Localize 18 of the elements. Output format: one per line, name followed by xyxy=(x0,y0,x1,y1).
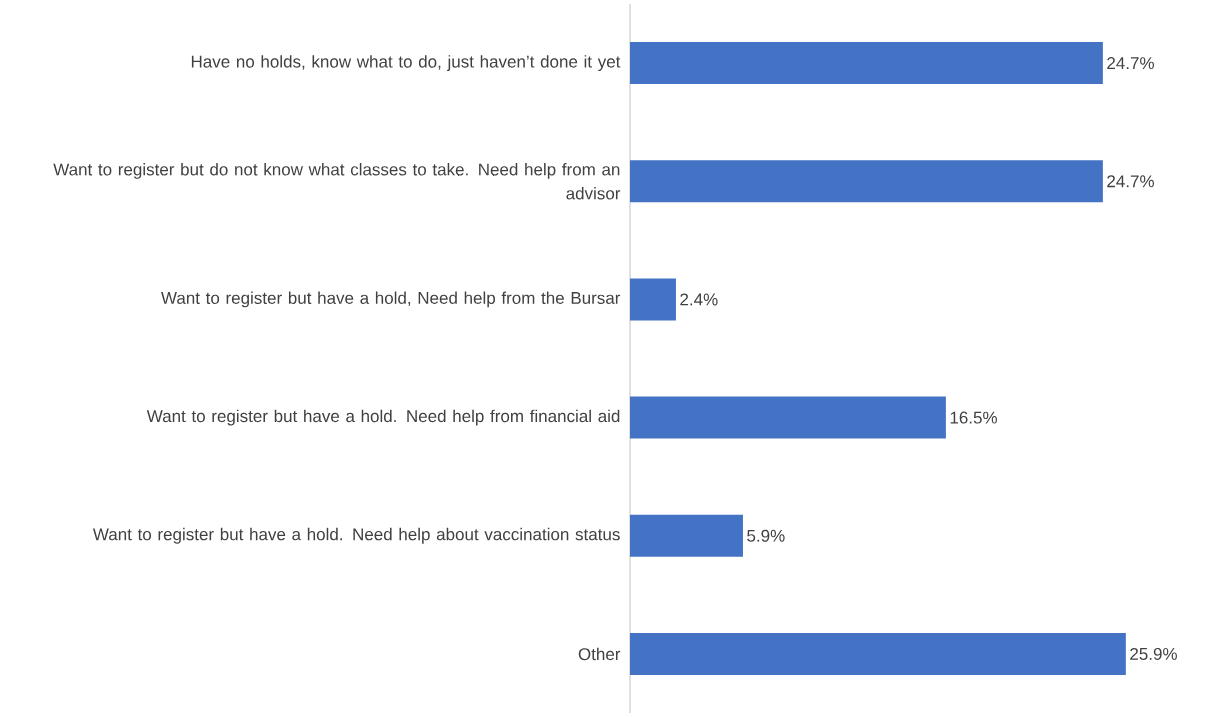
y-tick-label: Other xyxy=(578,647,621,661)
y-tick-label: Want to register but do not know what classes to take. Need help from an advisor xyxy=(53,163,621,200)
bar xyxy=(630,514,743,557)
y-tick-label: Want to register but have a hold. Need help from financial aid xyxy=(146,409,620,426)
bar xyxy=(630,160,1103,203)
y-tick-label: Have no holds, know what to do, just haven’t done it yet xyxy=(191,55,621,72)
data-label: 16.5% xyxy=(950,411,997,424)
y-tick-label: Want to register but have a hold, Need help from the Bursar xyxy=(161,291,621,308)
data-label: 2.4% xyxy=(680,293,718,306)
y-tick-label: Want to register but have a hold. Need help about vaccination status xyxy=(92,527,620,544)
bar xyxy=(630,396,946,439)
bar xyxy=(630,42,1103,85)
bar xyxy=(630,632,1126,675)
data-label: 24.7% xyxy=(1107,57,1154,70)
data-label: 24.7% xyxy=(1107,175,1154,188)
data-label: 25.9% xyxy=(1130,647,1177,660)
data-label: 5.9% xyxy=(747,529,785,542)
bar xyxy=(630,278,676,321)
